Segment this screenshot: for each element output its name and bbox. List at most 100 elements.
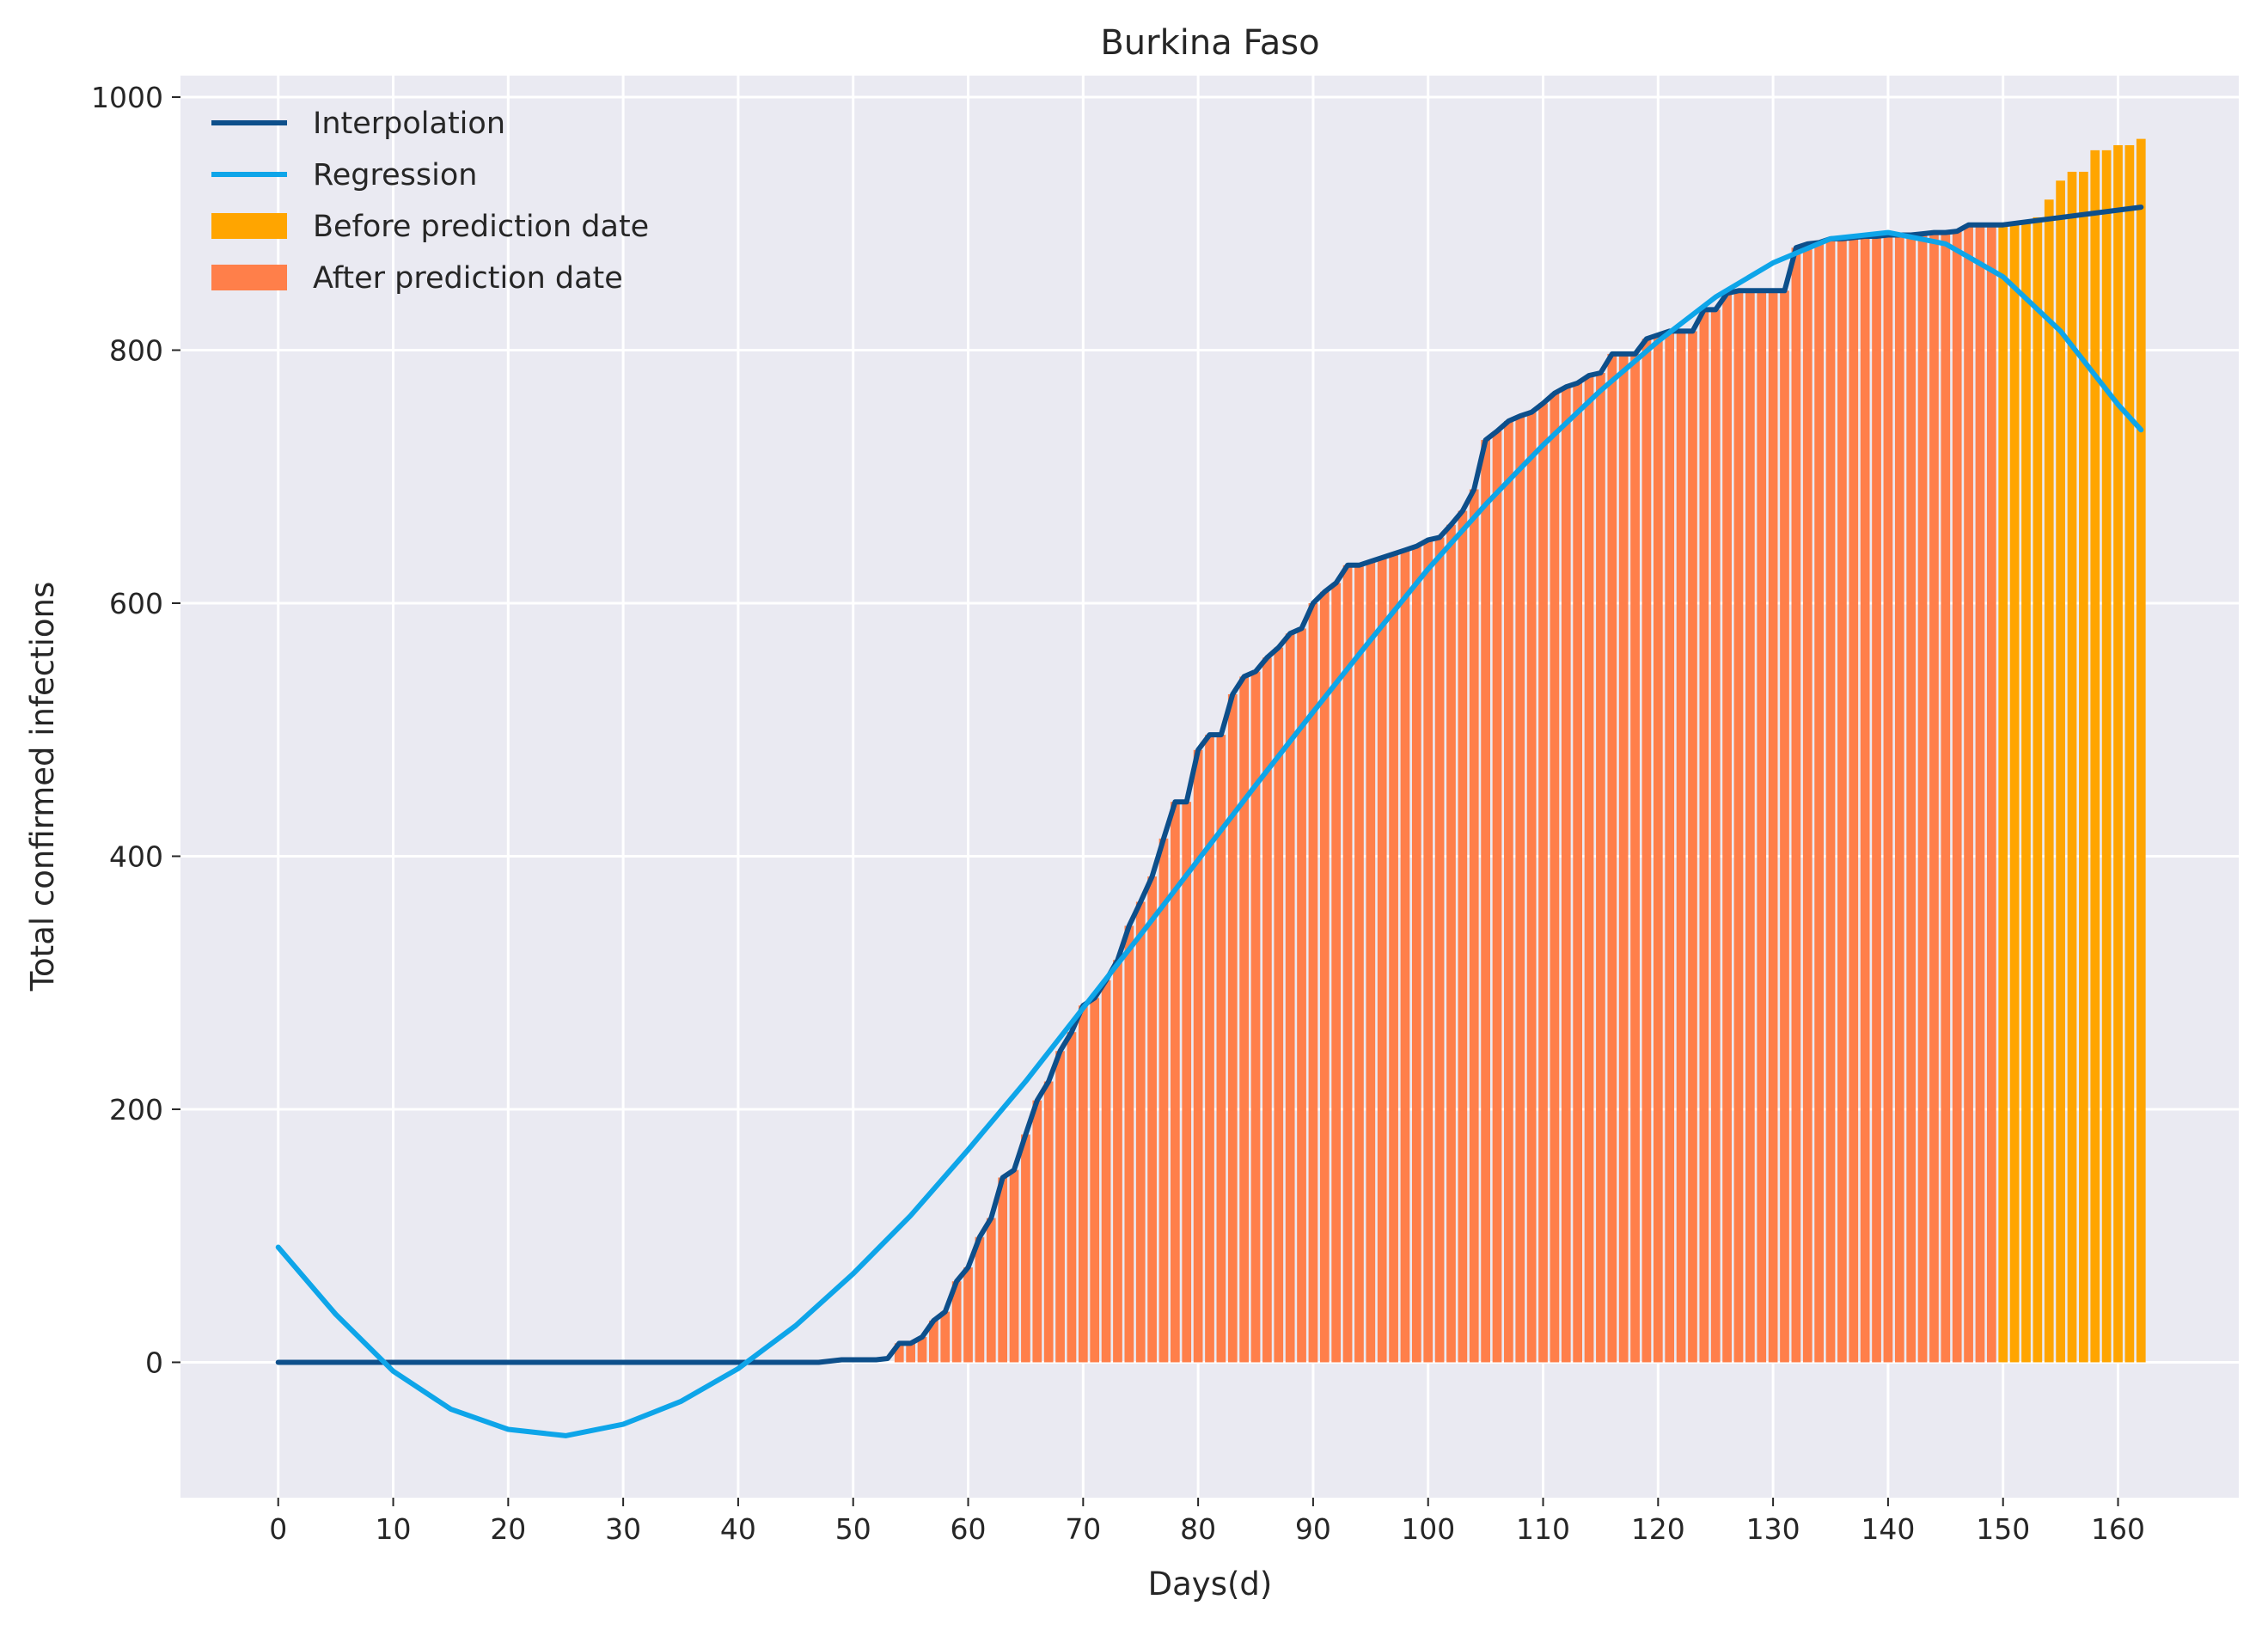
x-tick-label: 110 xyxy=(1516,1512,1570,1546)
x-tick-label: 130 xyxy=(1746,1512,1800,1546)
bar-after xyxy=(1021,1134,1030,1363)
bar-after xyxy=(940,1311,951,1363)
bar-after xyxy=(1975,224,1985,1363)
bar-after xyxy=(1504,420,1513,1363)
x-tick-label: 70 xyxy=(1065,1512,1101,1546)
x-tick-label: 120 xyxy=(1631,1512,1685,1546)
x-tick-labels: 0 10 20 30 40 50 60 70 80 90 100 110 120 130 140 150 160 xyxy=(269,1498,2145,1546)
legend: Interpolation Regression Before predicti… xyxy=(211,107,649,296)
bar-after xyxy=(1216,735,1226,1363)
bar-before xyxy=(2079,171,2088,1363)
bar-before xyxy=(2044,199,2054,1363)
bar-after xyxy=(1573,382,1583,1363)
bar-after xyxy=(1055,1051,1065,1363)
bars-before-prediction xyxy=(1998,138,2146,1363)
bar-after xyxy=(929,1320,938,1363)
bars-after-prediction xyxy=(894,224,1996,1363)
bar-after xyxy=(1297,628,1306,1363)
bar-after xyxy=(1906,235,1916,1363)
bar-after xyxy=(1078,1005,1088,1363)
bar-after xyxy=(1171,802,1180,1363)
legend-label-after: After prediction date xyxy=(313,261,623,296)
y-tick-label: 600 xyxy=(109,587,163,620)
bar-after xyxy=(1434,537,1445,1363)
bar-after xyxy=(1423,540,1434,1363)
legend-label-regression: Regression xyxy=(313,158,477,192)
bar-after xyxy=(1791,247,1801,1363)
bar-before xyxy=(2124,144,2135,1363)
legend-label-before: Before prediction date xyxy=(313,210,649,244)
bar-after xyxy=(1274,647,1284,1363)
bar-after xyxy=(1308,602,1318,1363)
bar-after xyxy=(1618,353,1629,1363)
bar-after xyxy=(986,1218,996,1363)
bar-after xyxy=(1561,387,1571,1363)
bar-after xyxy=(1894,235,1904,1363)
bar-after xyxy=(963,1267,973,1363)
bar-after xyxy=(1158,838,1169,1363)
x-tick-label: 160 xyxy=(2091,1512,2145,1546)
bar-after xyxy=(1872,235,1881,1363)
bar-after xyxy=(1757,290,1767,1363)
bar-before xyxy=(2113,144,2123,1363)
bar-before xyxy=(2101,150,2112,1363)
bar-after xyxy=(1849,237,1859,1363)
x-tick-label: 60 xyxy=(951,1512,987,1546)
bar-after xyxy=(906,1343,915,1363)
bar-after xyxy=(1285,633,1295,1363)
x-tick-label: 20 xyxy=(490,1512,526,1546)
regression-line xyxy=(275,229,2144,1438)
y-tick-label: 1000 xyxy=(91,81,163,114)
bar-after xyxy=(1182,802,1192,1363)
x-tick-label: 140 xyxy=(1861,1512,1915,1546)
y-tick-label: 200 xyxy=(109,1093,163,1126)
bar-after xyxy=(1342,565,1353,1363)
bar-after xyxy=(1676,331,1686,1363)
bar-after xyxy=(1986,224,1996,1363)
bar-after xyxy=(1262,657,1272,1363)
bar-after xyxy=(1009,1169,1019,1363)
bar-after xyxy=(1389,553,1398,1363)
bar-before xyxy=(2021,221,2031,1363)
x-tick-label: 50 xyxy=(835,1512,871,1546)
bar-after xyxy=(1458,510,1468,1363)
bar-after xyxy=(1205,735,1214,1363)
bar-after xyxy=(1538,403,1548,1363)
bar-after xyxy=(1837,238,1847,1363)
bar-after xyxy=(1596,373,1605,1363)
bar-after xyxy=(1584,375,1594,1363)
bar-after xyxy=(1515,416,1525,1363)
bar-after xyxy=(1722,293,1732,1363)
bar-after xyxy=(1481,440,1490,1363)
bar-after xyxy=(1630,353,1640,1363)
bar-after xyxy=(1607,353,1617,1363)
bar-after xyxy=(1135,901,1146,1363)
bar-after xyxy=(1193,749,1203,1363)
bar-after xyxy=(1941,232,1951,1363)
x-tick-label: 10 xyxy=(376,1512,412,1546)
bar-after xyxy=(1366,561,1376,1363)
bar-after xyxy=(1354,565,1364,1363)
bar-after xyxy=(1825,238,1836,1363)
bar-after xyxy=(1492,430,1502,1363)
x-axis-label: Days(d) xyxy=(1148,1566,1273,1603)
x-tick-label: 150 xyxy=(1976,1512,2030,1546)
bar-after xyxy=(1952,231,1962,1363)
legend-label-interpolation: Interpolation xyxy=(313,107,505,141)
bar-after xyxy=(1469,489,1479,1363)
bar-before xyxy=(2033,217,2043,1363)
bar-after xyxy=(1250,671,1261,1363)
bar-after xyxy=(1239,676,1249,1363)
bar-after xyxy=(1377,557,1387,1363)
bar-after xyxy=(1400,550,1410,1363)
bar-after xyxy=(1768,290,1778,1363)
x-tick-label: 80 xyxy=(1180,1512,1216,1546)
bar-after xyxy=(951,1281,962,1363)
bar-after xyxy=(1802,243,1813,1363)
bar-after xyxy=(1860,235,1870,1363)
y-tick-label: 400 xyxy=(109,839,163,873)
bar-before xyxy=(2067,171,2077,1363)
bar-after xyxy=(1883,235,1893,1363)
bar-after xyxy=(1688,331,1697,1363)
